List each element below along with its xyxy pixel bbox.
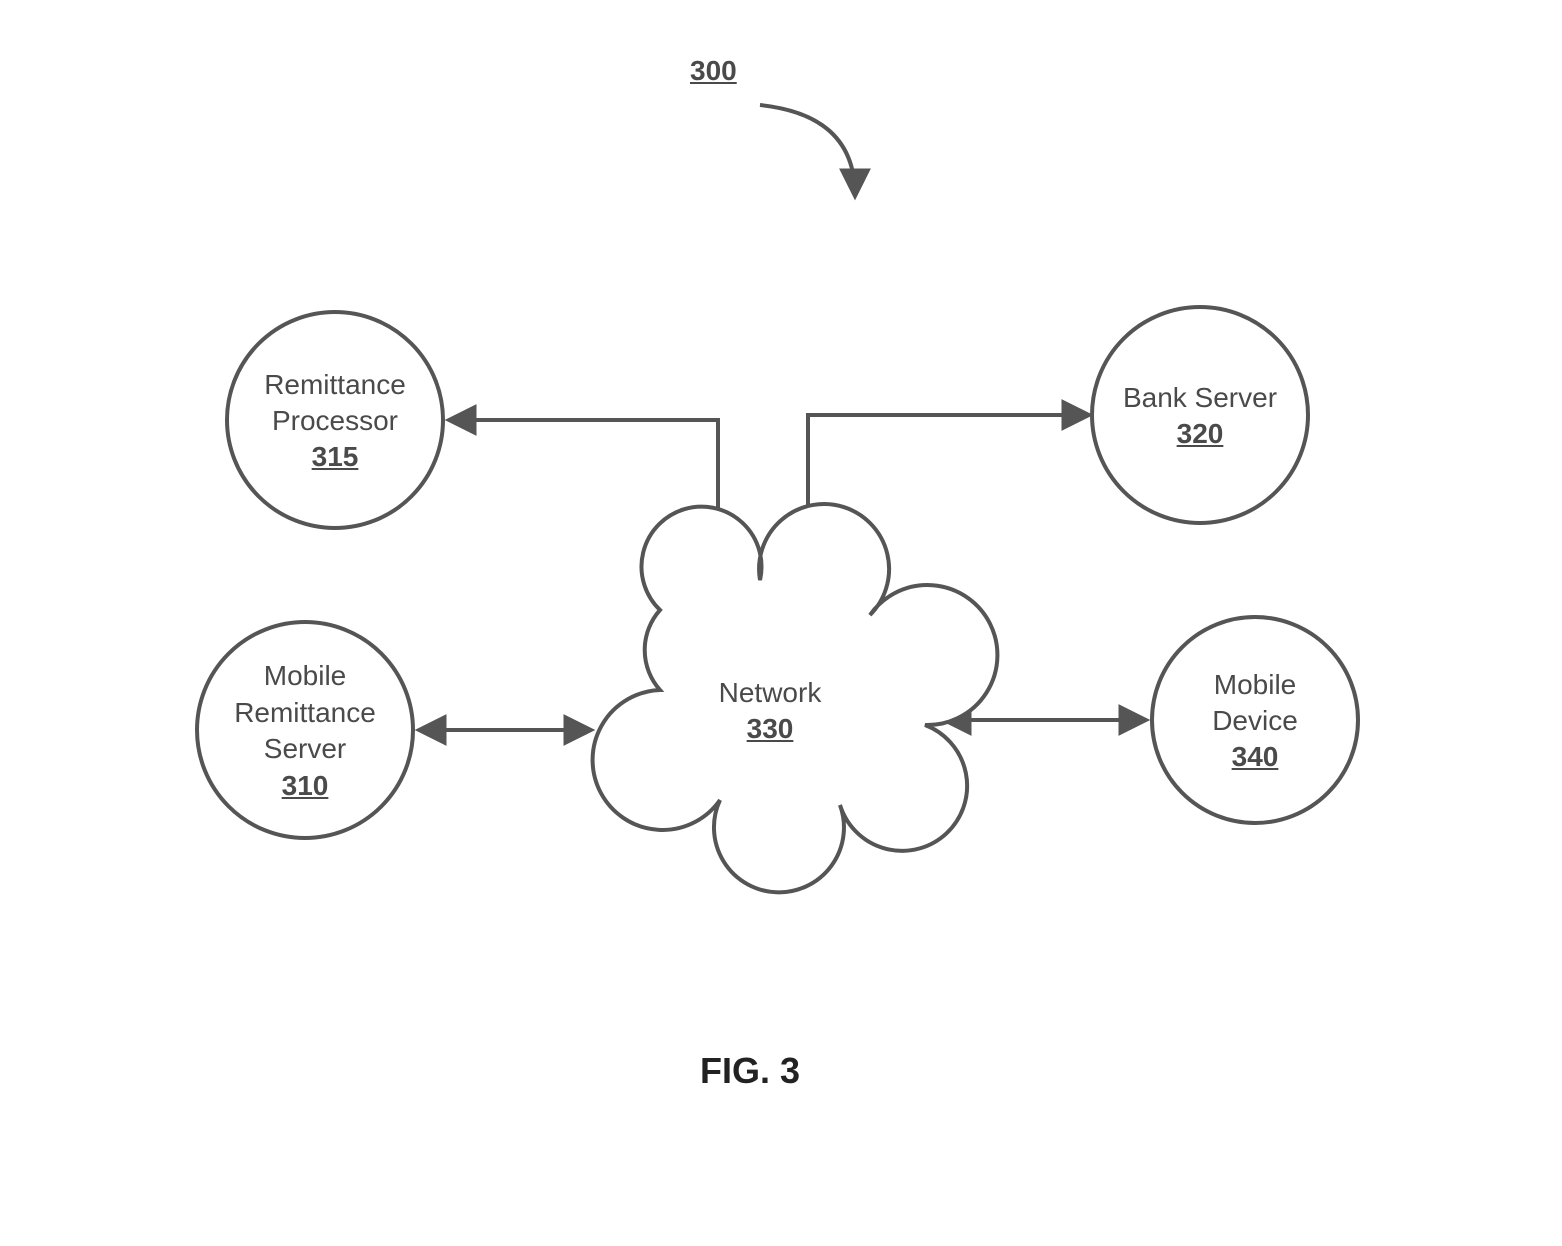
node-remittance-processor: RemittanceProcessor 315 — [225, 310, 445, 530]
figure-reference: 300 — [690, 55, 737, 87]
diagram-canvas: 300 RemittanceProcessor 315 Bank Server … — [0, 0, 1562, 1246]
node-bank-server: Bank Server 320 — [1090, 305, 1310, 525]
node-mobile-remittance-server: MobileRemittanceServer 310 — [195, 620, 415, 840]
node-mobile-device: MobileDevice 340 — [1150, 615, 1360, 825]
node-network-ref: 330 — [747, 713, 794, 745]
node-mobile-remittance-server-label: MobileRemittanceServer — [234, 658, 376, 767]
node-bank-server-ref: 320 — [1177, 418, 1224, 450]
node-mobile-remittance-server-ref: 310 — [282, 770, 329, 802]
node-remittance-processor-label: RemittanceProcessor — [264, 367, 406, 440]
node-remittance-processor-ref: 315 — [312, 441, 359, 473]
node-network: Network 330 — [670, 660, 870, 760]
reference-arrow — [760, 105, 855, 195]
node-bank-server-label: Bank Server — [1123, 380, 1277, 416]
node-mobile-device-label: MobileDevice — [1212, 667, 1298, 740]
figure-caption: FIG. 3 — [700, 1050, 800, 1092]
node-network-label: Network — [719, 675, 822, 711]
node-mobile-device-ref: 340 — [1232, 741, 1279, 773]
